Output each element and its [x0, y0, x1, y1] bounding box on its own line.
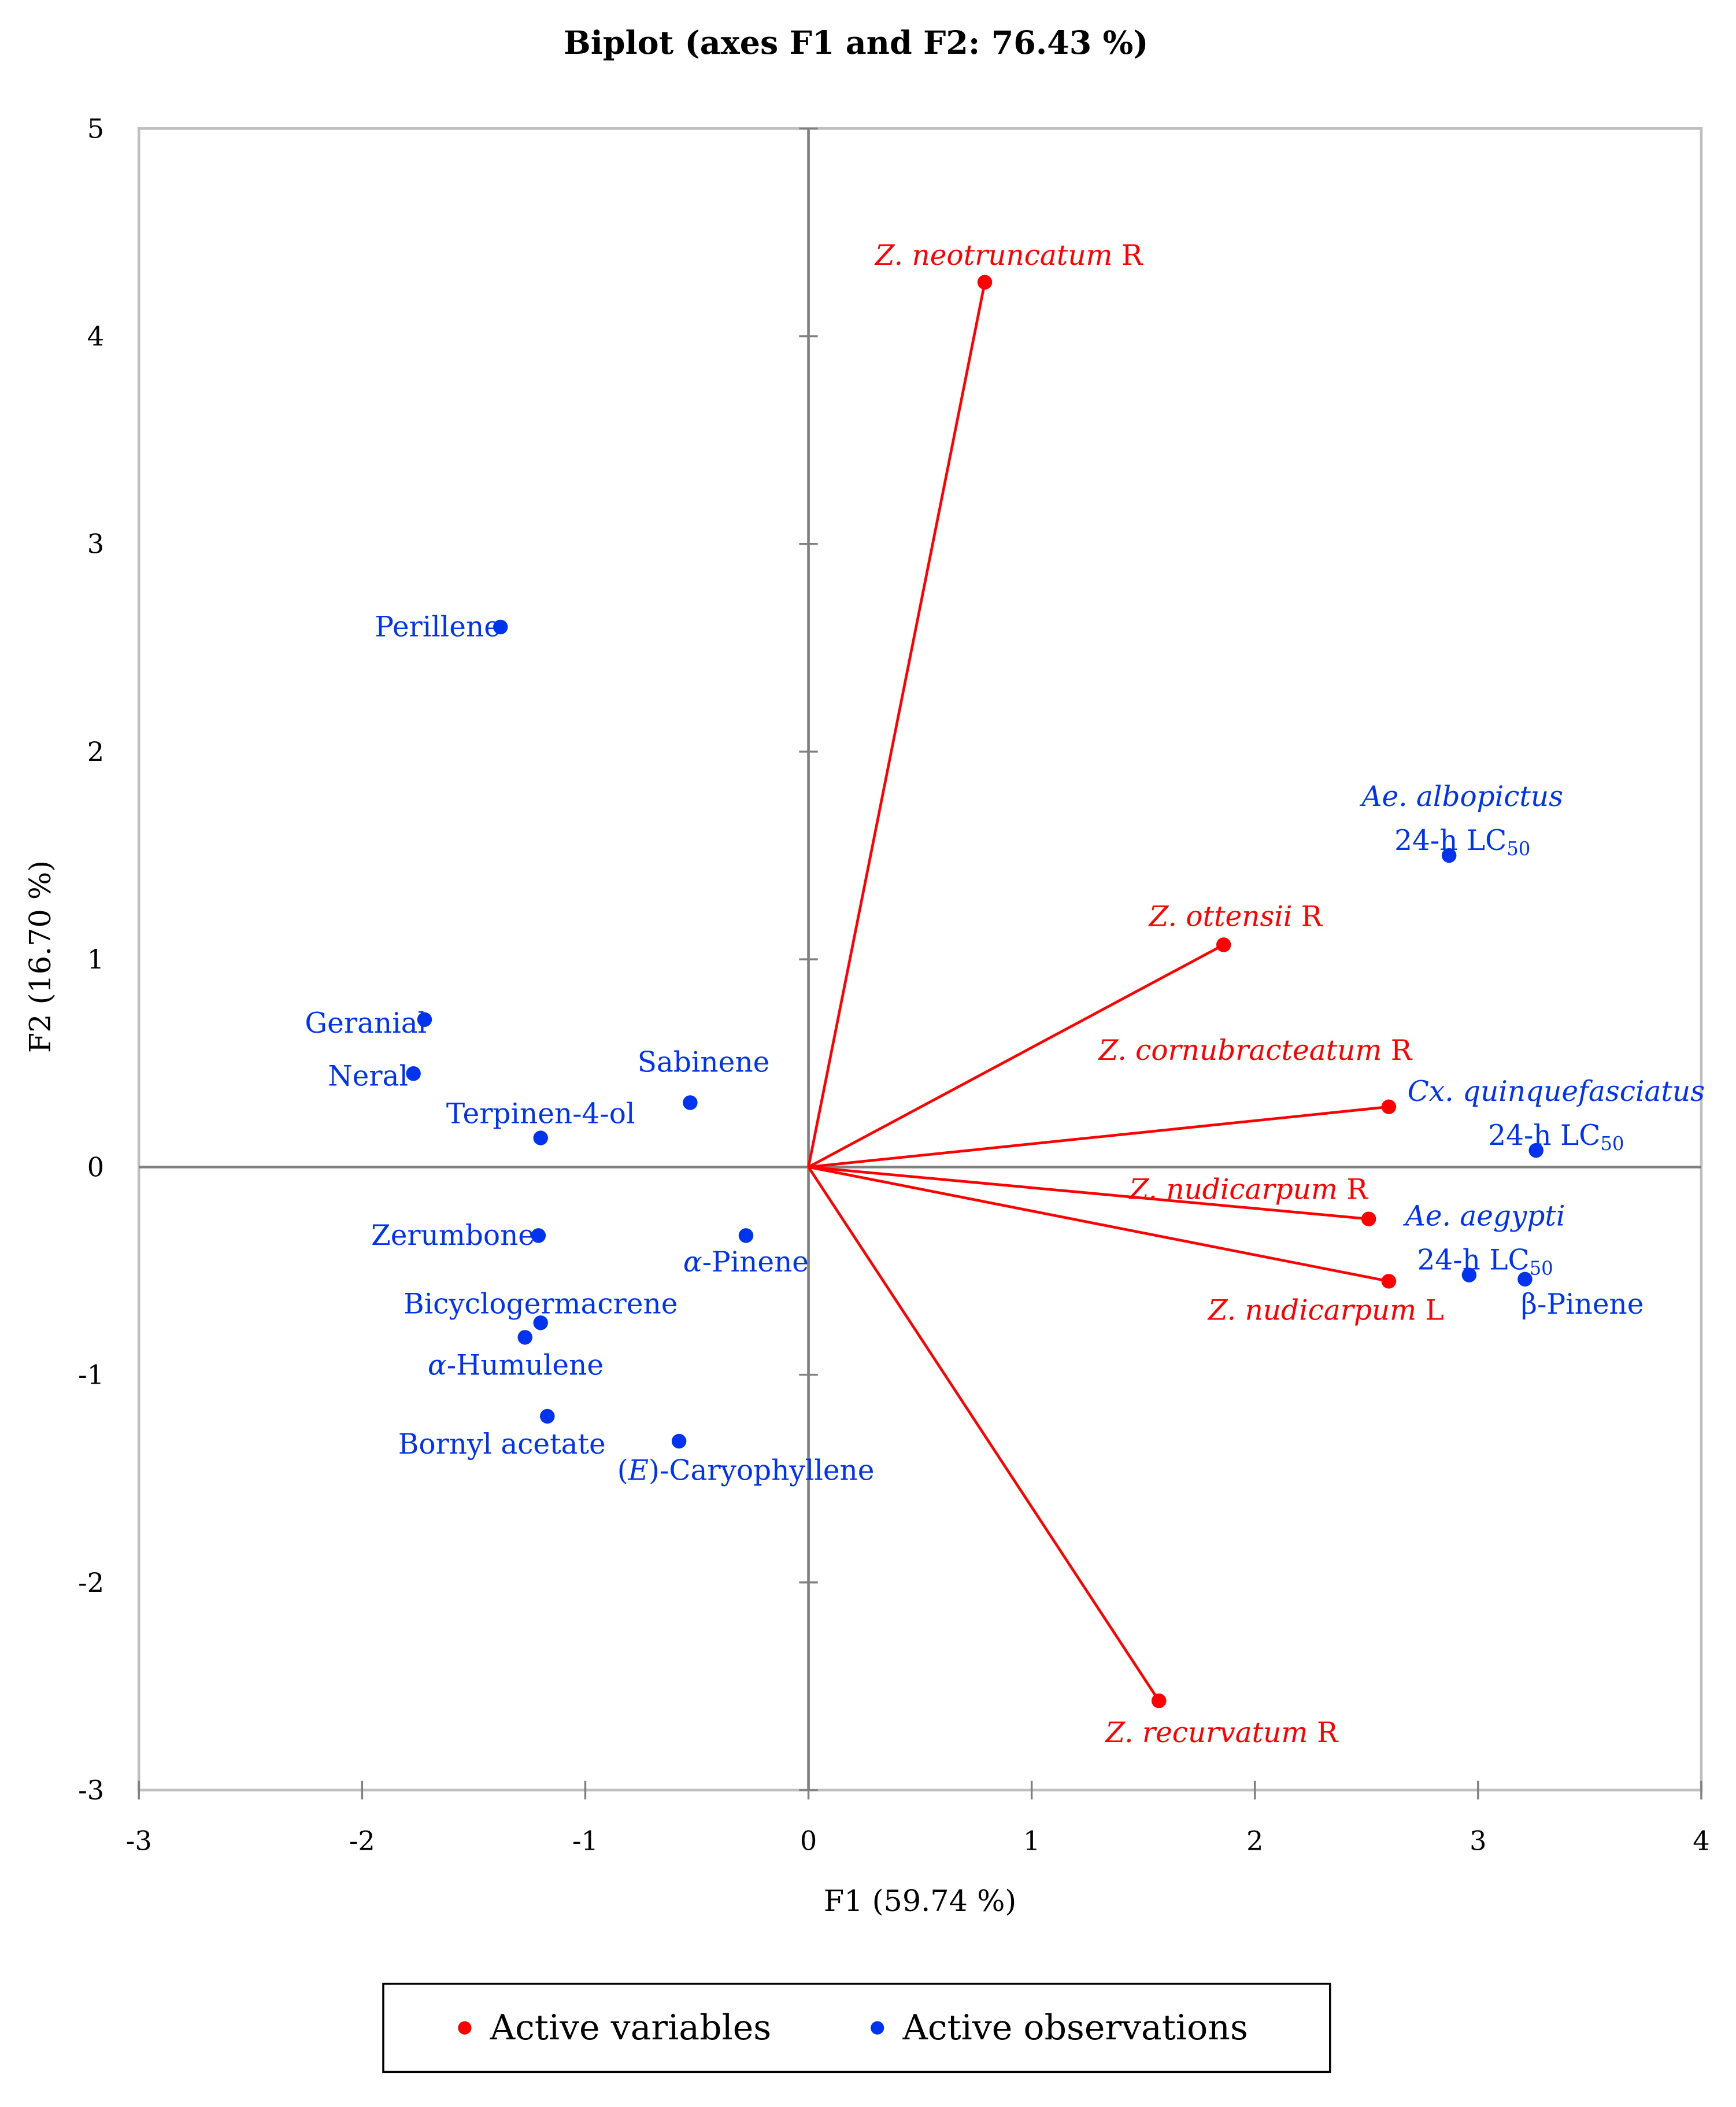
observation-label: Perillene	[375, 611, 501, 643]
observation-point	[533, 1130, 548, 1145]
y-tick-label: -3	[78, 1775, 104, 1806]
observation-point	[671, 1433, 687, 1449]
y-tick-label: 4	[87, 321, 104, 352]
legend: Active variables Active observations	[382, 1983, 1331, 2073]
observation-point	[1528, 1143, 1543, 1158]
variable-label: Z. nudicarpum L	[1207, 1295, 1444, 1327]
legend-box	[382, 1983, 1331, 2073]
observation-label: Sabinene	[638, 1047, 770, 1079]
y-tick-label: 1	[87, 944, 104, 975]
x-tick-label: 0	[800, 1825, 817, 1857]
y-tick-label: 2	[87, 736, 104, 767]
observation-point	[406, 1066, 421, 1081]
observation-label: β-Pinene	[1521, 1288, 1644, 1321]
legend-marker-observations	[871, 2021, 884, 2035]
x-tick-label: 3	[1470, 1825, 1486, 1857]
observation-point	[540, 1409, 555, 1424]
variable-label: Z. neotruncatum R	[874, 239, 1143, 272]
observation-point	[517, 1330, 532, 1345]
observation-label-line2: 24-h LC50	[1394, 825, 1530, 860]
variable-point	[1381, 1099, 1397, 1114]
observation-point	[493, 619, 508, 635]
observation-label: Neral	[328, 1060, 408, 1092]
observation-label: Ae. albopictus	[1359, 781, 1563, 813]
observation-label: Terpinen-4-ol	[446, 1097, 635, 1130]
y-tick-label: -2	[78, 1567, 104, 1598]
observation-label-line2: 24-h LC50	[1417, 1244, 1553, 1280]
observation-label: α-Humulene	[428, 1349, 604, 1381]
observation-label: (E)-Caryophyllene	[617, 1454, 875, 1487]
variable-vector	[808, 1105, 1389, 1169]
observation-label: Ae. aegypti	[1403, 1200, 1565, 1232]
y-axis-label: F2 (16.70 %)	[23, 860, 57, 1053]
variable-point	[1216, 937, 1231, 952]
variable-vector	[808, 1166, 1369, 1221]
y-tick-label: 3	[87, 528, 104, 560]
x-tick-label: -1	[572, 1825, 598, 1857]
observation-label: Bicyclogermacrene	[404, 1288, 678, 1320]
variable-label: Z. ottensii R	[1148, 900, 1323, 933]
variable-label: Z. recurvatum R	[1104, 1717, 1339, 1749]
observation-label-line2: 24-h LC50	[1488, 1119, 1624, 1155]
variable-label: Z. nudicarpum R	[1128, 1173, 1369, 1206]
observation-point	[683, 1095, 698, 1110]
variable-point	[1361, 1211, 1376, 1226]
observation-point	[1517, 1271, 1533, 1287]
variable-vector	[808, 1166, 1389, 1283]
y-tick-label: 0	[87, 1151, 104, 1182]
x-tick-label: -3	[126, 1825, 152, 1857]
observation-point	[531, 1228, 546, 1243]
x-tick-label: 4	[1693, 1825, 1709, 1857]
variable-vector	[807, 282, 986, 1167]
x-tick-label: -2	[349, 1825, 375, 1857]
variable-vector	[808, 943, 1224, 1169]
legend-label-variables: Active variables	[490, 2008, 771, 2048]
observation-label: Zerumbone	[371, 1219, 535, 1252]
x-tick-label: 1	[1023, 1825, 1040, 1857]
variable-point	[977, 275, 993, 290]
y-tick-label: -1	[78, 1359, 104, 1391]
observation-point	[1441, 848, 1457, 863]
observation-label: Cx. quinquefasciatus	[1408, 1075, 1705, 1108]
observation-point	[417, 1012, 432, 1027]
variable-label: Z. cornubracteatum R	[1098, 1034, 1413, 1067]
variable-point	[1152, 1693, 1167, 1709]
observation-label: α-Pinene	[683, 1246, 809, 1278]
y-tick-label: 5	[87, 113, 104, 144]
legend-label-observations: Active observations	[902, 2008, 1248, 2048]
observation-point	[738, 1228, 754, 1243]
plot-area	[137, 127, 1703, 1792]
legend-marker-variables	[458, 2021, 472, 2035]
x-axis-label: F1 (59.74 %)	[824, 1884, 1016, 1918]
observation-point	[1461, 1267, 1477, 1282]
observation-label: Bornyl acetate	[398, 1428, 606, 1461]
variable-vector	[807, 1166, 1160, 1702]
observation-label: Geranial	[305, 1007, 427, 1040]
variable-point	[1381, 1274, 1397, 1289]
x-tick-label: 2	[1246, 1825, 1263, 1857]
chart-title: Biplot (axes F1 and F2: 76.43 %)	[564, 24, 1149, 62]
observation-point	[533, 1315, 548, 1330]
